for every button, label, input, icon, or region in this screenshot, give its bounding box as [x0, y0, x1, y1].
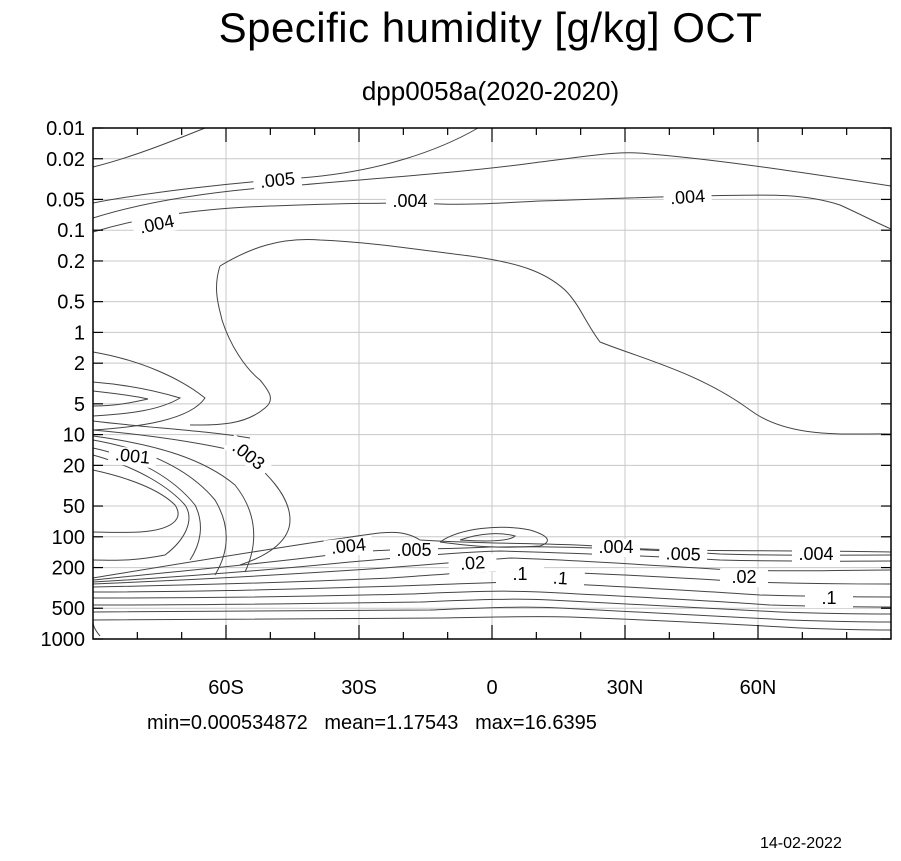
y-tick-label: 20	[63, 455, 85, 477]
contour-label: .004	[669, 186, 705, 208]
contour-label: .02	[731, 567, 756, 587]
y-tick-label: 10	[63, 425, 85, 447]
contour-label-bg	[390, 542, 438, 560]
stat-max: max=16.6395	[475, 712, 597, 734]
contour-label: .005	[259, 168, 296, 192]
contour-label-bg	[663, 187, 713, 209]
contour-label-bg	[386, 193, 434, 211]
contour-label: .004	[392, 191, 427, 211]
x-tick-label: 30S	[341, 677, 377, 699]
chart-title: Specific humidity [g/kg] OCT	[218, 4, 763, 51]
contour-line	[92, 435, 255, 573]
y-tick-labels: 0.01 0.02 0.05 0.1 0.2 0.5 1 2 5 10 20 50 100 200 500 1…	[41, 118, 86, 651]
contour-line	[92, 550, 892, 583]
contour-line	[189, 265, 271, 426]
contour-label-bg	[720, 569, 768, 587]
contour-line	[92, 557, 892, 585]
y-tick-label: 0.1	[57, 220, 85, 242]
y-tick-label: 100	[52, 527, 85, 549]
contour-line	[92, 621, 101, 637]
contour-line	[92, 390, 149, 407]
contour-line	[219, 239, 892, 435]
contour-label-bg	[792, 546, 840, 564]
y-tick-label: 5	[74, 394, 85, 416]
x-tick-label: 60S	[208, 677, 244, 699]
plot-date: 14-02-2022	[760, 835, 842, 852]
y-tick-label: 2	[74, 353, 85, 375]
contour-line	[92, 152, 892, 219]
y-tick-label: 0.02	[46, 149, 85, 171]
y-tick-label: 1	[74, 322, 85, 344]
contour-labels: .005.004.004.004.001.003.004.005.004.005…	[107, 168, 853, 608]
contour-label-bg	[323, 535, 374, 559]
x-tick-labels: 60S 30S 0 30N 60N	[208, 677, 776, 699]
contour-line	[92, 606, 892, 623]
contour-label-bg	[535, 568, 585, 590]
contour-line	[92, 194, 892, 233]
contour-line	[92, 351, 206, 431]
x-tick-label: 0	[486, 677, 497, 699]
contour-label: .004	[798, 544, 833, 564]
stat-mean: mean=1.17543	[324, 712, 459, 734]
contour-line	[92, 127, 206, 168]
contour-line	[92, 469, 179, 533]
contour-label: .1	[552, 568, 568, 589]
contour-line	[92, 420, 251, 439]
contour-line	[92, 590, 892, 608]
contour-line	[92, 531, 892, 579]
y-tick-label: 0.05	[46, 189, 85, 211]
contour-label: .004	[598, 537, 633, 557]
contour-lines	[92, 127, 892, 637]
contour-label: .005	[396, 540, 431, 560]
contour-label-bg	[805, 590, 853, 608]
contour-label-bg	[658, 545, 708, 565]
contour-label-bg	[223, 434, 273, 478]
contour-line	[92, 454, 190, 561]
contour-label: .001	[114, 444, 151, 468]
x-tick-label: 30N	[607, 677, 644, 699]
contour-label: .02	[459, 552, 485, 574]
x-tick-label: 60N	[740, 677, 777, 699]
contour-line	[439, 526, 548, 548]
contour-label-bg	[252, 169, 303, 193]
contour-label-bg	[496, 566, 544, 584]
contour-line	[459, 533, 516, 542]
contour-label: .005	[665, 543, 701, 564]
y-tick-label: 500	[52, 598, 85, 620]
contour-label: .004	[138, 211, 176, 238]
contour-line	[92, 381, 182, 417]
stat-min: min=0.000534872	[147, 712, 308, 734]
contour-label: .1	[821, 588, 836, 608]
contour-label-bg	[107, 445, 158, 469]
contour-label-bg	[448, 553, 498, 575]
summary-stats: min=0.000534872 mean=1.17543 max=16.6395	[147, 712, 597, 735]
contour-label: .1	[512, 564, 527, 584]
y-tick-label: 0.01	[46, 118, 85, 140]
y-tick-label: 0.2	[57, 251, 85, 273]
contour-label: .004	[330, 534, 367, 558]
y-tick-label: 50	[63, 496, 85, 518]
chart-subtitle: dpp0058a(2020-2020)	[361, 76, 620, 106]
contour-label-bg	[131, 211, 183, 239]
contour-line	[92, 598, 892, 615]
y-tick-label: 200	[52, 558, 85, 580]
axis-ticks	[93, 127, 891, 640]
contour-label-bg	[592, 539, 640, 557]
y-tick-label: 1000	[41, 629, 86, 651]
y-tick-label: 0.5	[57, 292, 85, 314]
